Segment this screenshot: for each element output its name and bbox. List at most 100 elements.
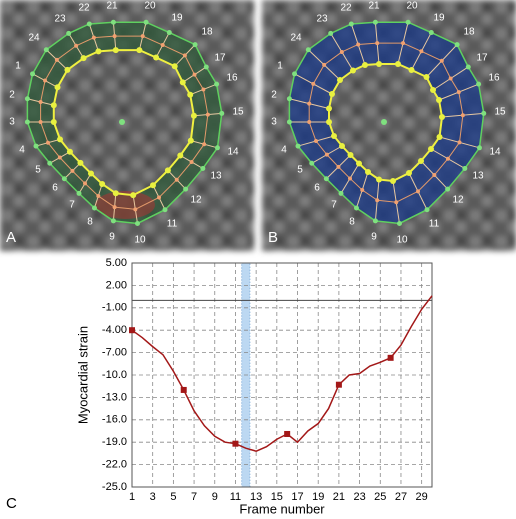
point-label: 2 (271, 90, 277, 101)
mid-point (201, 87, 206, 92)
outer-point (162, 207, 168, 213)
mid-point (375, 198, 380, 203)
strain-highlight (95, 191, 155, 219)
outer-point (396, 220, 402, 226)
y-axis-label: Myocardial strain (75, 326, 90, 424)
outer-point (214, 81, 220, 87)
y-tick-label: -10.0 (102, 369, 127, 381)
mid-point (202, 142, 207, 147)
inner-point (50, 119, 57, 125)
point-label: 12 (452, 195, 464, 206)
inner-point (95, 48, 102, 55)
inner-point (66, 148, 73, 155)
point-label: 4 (19, 145, 25, 156)
myocardium (27, 22, 222, 224)
point-label: 3 (271, 117, 277, 128)
y-tick-label: -19.0 (102, 436, 127, 448)
data-marker (232, 440, 239, 447)
outer-point (24, 96, 30, 102)
outer-point (286, 96, 292, 102)
outer-point (166, 30, 172, 36)
outer-point (445, 186, 451, 192)
y-tick-label: -1.00 (102, 302, 127, 314)
mid-point (83, 181, 87, 186)
y-tick-label: -13.0 (102, 391, 127, 403)
point-label: 16 (226, 73, 238, 84)
outer-point (30, 71, 36, 77)
mid-point (322, 62, 327, 67)
x-tick-label: 21 (333, 491, 345, 503)
outer-point (372, 19, 378, 25)
data-marker (129, 327, 135, 334)
mid-point (416, 189, 420, 194)
point-label: 15 (232, 107, 244, 118)
x-tick-label: 25 (374, 491, 386, 503)
outer-point (134, 220, 140, 226)
outer-point (214, 145, 220, 151)
outer-point (286, 119, 292, 125)
inner-point (77, 159, 84, 166)
mid-point (439, 58, 444, 63)
mid-point (307, 120, 312, 124)
outer-point (110, 19, 116, 25)
mid-point (307, 101, 312, 106)
outer-point (200, 165, 206, 171)
y-tick-label: 5.00 (106, 257, 127, 269)
outer-point (192, 42, 198, 48)
mid-point (348, 176, 352, 181)
mid-point (336, 164, 341, 169)
outer-point (348, 21, 354, 27)
inner-point (376, 61, 382, 67)
inner-point (112, 47, 119, 54)
inner-point (362, 62, 368, 68)
inner-point (179, 79, 186, 86)
inner-point (57, 136, 63, 143)
mid-point (140, 34, 145, 39)
mid-point (189, 159, 194, 164)
inner-point (187, 91, 194, 98)
point-label: 9 (109, 232, 115, 243)
point-label: 23 (54, 14, 66, 25)
x-tick-label: 11 (230, 491, 241, 503)
inner-point (190, 112, 197, 119)
outer-point (203, 64, 209, 70)
outer-point (424, 207, 430, 213)
panel-label: C (6, 495, 17, 512)
inner-point (395, 61, 401, 67)
point-label: 18 (201, 27, 213, 38)
point-label: 2 (9, 90, 15, 101)
inner-point (347, 152, 354, 158)
point-label: 20 (406, 1, 418, 12)
inner-point (171, 63, 178, 70)
x-tick-label: 3 (150, 491, 156, 503)
mid-point (43, 78, 48, 83)
inner-point (187, 137, 194, 144)
point-label: 16 (488, 73, 500, 84)
x-tick-label: 1 (129, 491, 135, 503)
inner-point (150, 182, 156, 189)
inner-point (64, 66, 71, 73)
inner-point (418, 158, 424, 164)
point-label: 23 (316, 14, 328, 25)
point-label: 11 (167, 219, 178, 230)
inner-point (326, 119, 332, 125)
mid-point (74, 43, 79, 48)
point-label: 24 (28, 33, 40, 44)
inner-point (439, 114, 445, 120)
mid-point (460, 113, 465, 118)
outer-point (372, 218, 378, 224)
mid-point (456, 90, 461, 95)
mid-point (419, 49, 424, 54)
point-label: 7 (69, 200, 75, 211)
outer-point (476, 145, 482, 151)
mid-point (432, 173, 437, 178)
inner-point (406, 170, 412, 176)
point-label: 17 (476, 53, 488, 64)
x-tick-label: 9 (212, 491, 218, 503)
mid-point (160, 43, 165, 48)
point-label: 10 (134, 235, 146, 246)
mid-point (324, 152, 329, 157)
panel-label: B (268, 229, 278, 246)
y-tick-label: -22.0 (102, 459, 127, 471)
